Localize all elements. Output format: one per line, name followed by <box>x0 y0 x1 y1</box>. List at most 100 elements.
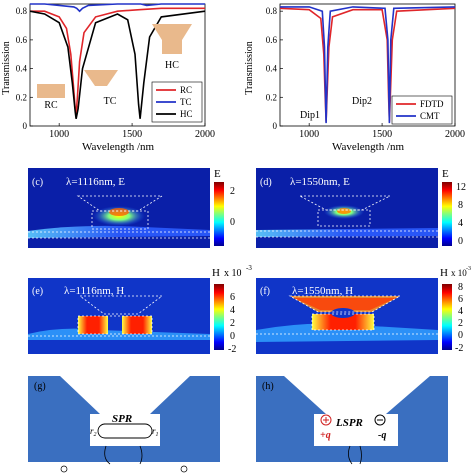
panel-e-colorbar <box>214 284 224 350</box>
series-line-tc <box>30 3 205 13</box>
panel-g-ein: Ein <box>29 464 40 474</box>
hc-shape-icon-bottom <box>162 40 182 54</box>
x-tick-label: 1500 <box>372 129 392 140</box>
panel-c-waveguide-field <box>28 225 210 238</box>
series-line-cmt <box>280 6 456 124</box>
panel-g-et: Et <box>191 464 200 474</box>
panel-d-letter: (d) <box>260 177 272 188</box>
panel-c-title: λ=1116nm, E <box>66 176 125 188</box>
panel-c-colorbar <box>214 182 224 246</box>
panel-c-cb-tick: 0 <box>230 217 235 228</box>
panel-c-letter: (c) <box>32 177 43 188</box>
panel-g-mode-circle <box>180 465 188 473</box>
panel-c-hotspot-core <box>109 208 129 216</box>
panel-g-rect <box>90 414 160 446</box>
panel-c: (c) λ=1116nm, E E 2 0 <box>28 168 235 248</box>
panel-d-colorbar <box>442 182 452 246</box>
panel-g-waveguide <box>28 462 220 474</box>
panel-e-hot-block-right <box>122 316 152 334</box>
panel-h-rect <box>314 414 398 446</box>
panel-e-cb-tick: 2 <box>230 318 235 329</box>
panel-f-cb-tick: 6 <box>458 294 463 305</box>
panel-f: (f) λ=1550nm, H H x 10 -3 8 6 4 2 0 -2 <box>256 266 471 354</box>
panel-f-cb-tick: 8 <box>458 282 463 293</box>
x-tick-label: 2000 <box>195 129 215 140</box>
panel-g-trapezoid <box>60 376 190 414</box>
panel-e-cb-tick: 6 <box>230 292 235 303</box>
panel-h: (h) LSPR +q -q E E <box>256 376 448 474</box>
panel-h-coupling <box>359 445 362 465</box>
rc-shape-icon <box>37 84 65 98</box>
panel-b-legend <box>391 95 453 125</box>
panel-g-r2: r2 <box>90 426 97 438</box>
panel-h-minus-label: -q <box>378 430 386 441</box>
y-tick-label: 0.6 <box>16 35 28 45</box>
panel-f-hot-block <box>312 314 374 330</box>
panel-d-cb-label: E <box>442 168 449 180</box>
panel-e-letter: (e) <box>32 286 43 297</box>
panel-g: (g) SPR r2 r1 Ein Et <box>28 376 220 474</box>
legend-label: FDTD <box>420 99 444 109</box>
panel-e-outline-trapezoid <box>78 295 164 315</box>
y-tick-label: 0.8 <box>16 6 28 16</box>
panel-f-outline-rect <box>311 313 375 331</box>
tc-shape-icon <box>84 70 118 86</box>
panel-b: 00.20.40.60.8 1000 1500 2000 Transmission … <box>244 3 465 153</box>
panel-g-coupling-right <box>139 445 143 465</box>
panel-e-cb-tick: -2 <box>228 344 236 355</box>
y-tick-label: 0.6 <box>266 35 278 45</box>
series-line-hc <box>29 10 206 119</box>
plus-charge-icon <box>320 414 332 426</box>
y-tick-label: 0 <box>273 121 278 131</box>
x-tick-label: 1000 <box>49 129 69 140</box>
panel-a-legend <box>151 81 203 123</box>
panel-h-waveguide <box>256 462 448 474</box>
panel-c-cb-tick: 2 <box>230 186 235 197</box>
panel-g-loop <box>97 423 153 439</box>
legend-label: TC <box>180 97 192 107</box>
panel-h-plus-label: +q <box>320 430 331 441</box>
panel-h-letter: (h) <box>262 381 274 392</box>
panel-b-xlabel: Wavelength /nm <box>332 141 405 153</box>
panel-a: 00.20.40.60.8 1000 1500 2000 Transmission … <box>1 3 215 153</box>
panel-d-cb-tick: 0 <box>458 236 463 247</box>
panel-e-cb-tick: 4 <box>230 305 235 316</box>
panel-e-cb-label: H <box>212 267 220 279</box>
x-tick-label: 1000 <box>299 129 319 140</box>
panel-e-outline-rect <box>77 315 153 335</box>
panel-f-cb-tick: 4 <box>458 306 463 317</box>
panel-d-cb-tick: 8 <box>458 200 463 211</box>
panel-e-title: λ=1116nm, H <box>64 285 124 297</box>
panel-h-trapezoid <box>284 376 430 414</box>
panel-e-hot-block-left <box>78 316 108 334</box>
panel-f-outline-trapezoid <box>288 295 402 313</box>
series-line-rc <box>30 7 205 115</box>
panel-f-title: λ=1550nm, H <box>292 285 353 297</box>
x-tick-label: 1500 <box>122 129 142 140</box>
panel-f-colorbar <box>442 284 452 350</box>
panel-d-outline-rect <box>317 209 371 227</box>
hc-shape-icon-top <box>152 24 192 40</box>
panel-c-cb-label: E <box>214 168 221 180</box>
panel-f-cb-unit: x 10 <box>451 268 467 278</box>
minus-charge-icon <box>374 414 386 426</box>
panel-f-cb-exp: -3 <box>466 266 471 272</box>
legend-label: RC <box>180 85 192 95</box>
panel-f-cb-tick: 0 <box>458 330 463 341</box>
y-tick-label: 0.2 <box>16 92 27 102</box>
panel-f-gap <box>331 308 355 318</box>
panel-g-mode: SPR <box>112 413 132 425</box>
panel-e-cb-tick: 0 <box>230 331 235 342</box>
panel-g-coupling-left <box>104 445 111 465</box>
panel-g-mode-circle <box>60 465 68 473</box>
panel-h-coupling <box>348 445 353 465</box>
panel-d-cb-tick: 12 <box>456 182 466 193</box>
panel-h-mode: LSPR <box>335 417 363 429</box>
panel-g-r1: r1 <box>152 426 159 438</box>
legend-label: CMT <box>420 111 440 121</box>
panel-f-waveguide-field <box>256 323 438 342</box>
panel-d-cb-tick: 4 <box>458 218 463 229</box>
panel-g-letter: (g) <box>34 381 46 392</box>
panel-e-cb-exp: -3 <box>246 264 252 272</box>
